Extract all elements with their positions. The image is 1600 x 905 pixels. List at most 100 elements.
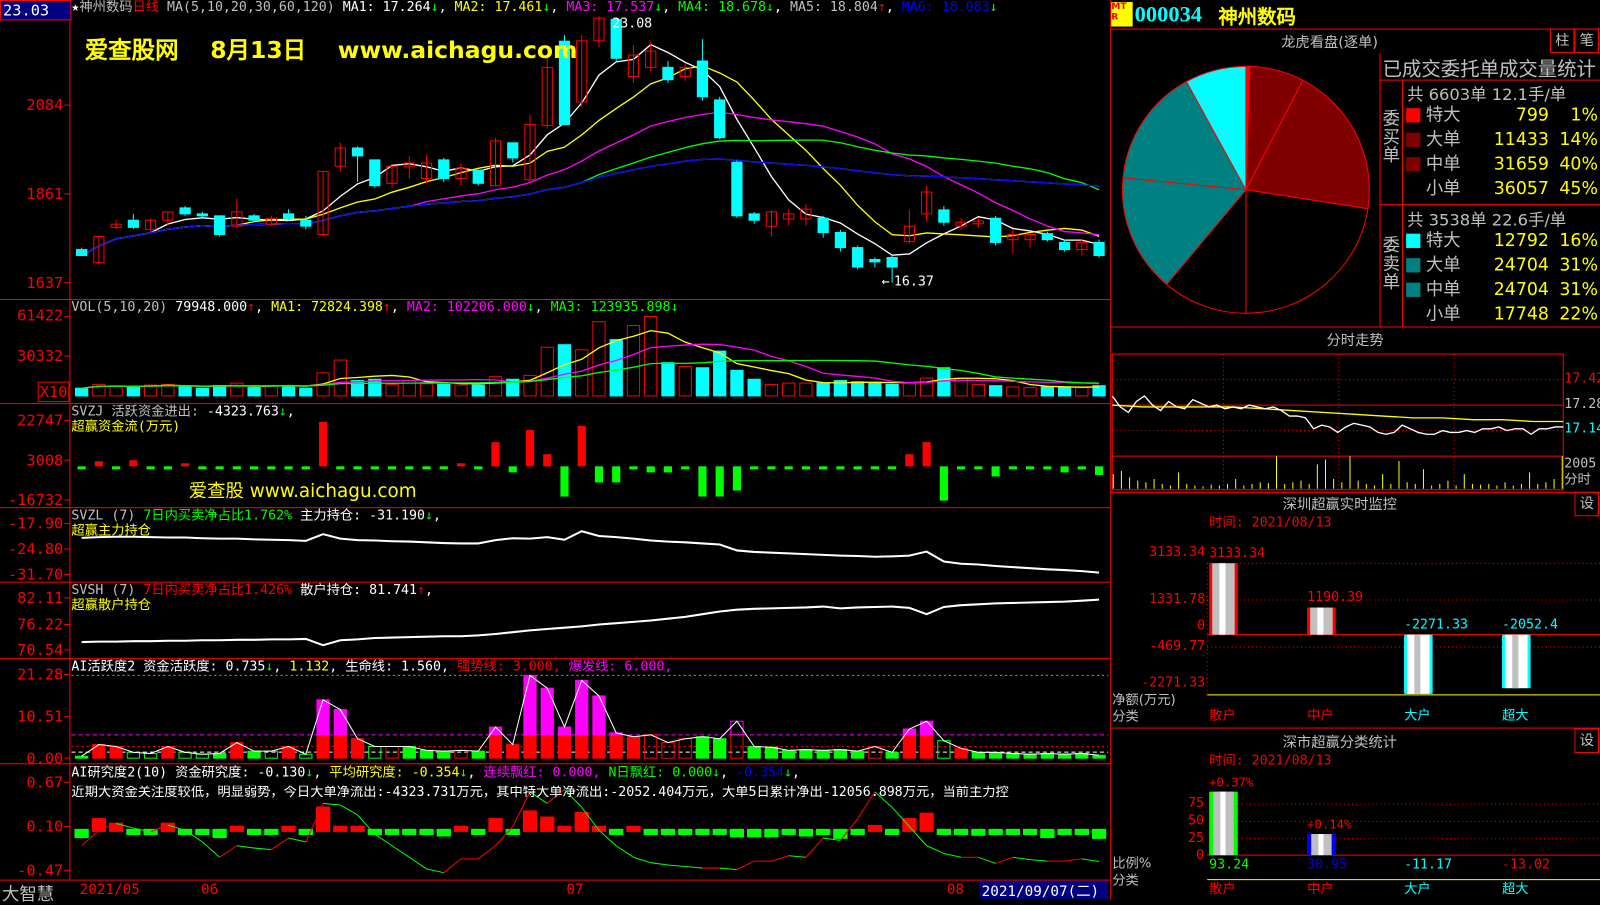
ai-research-line-seg	[202, 841, 220, 858]
pie-slice	[1165, 188, 1247, 314]
ai-research-line-seg	[357, 814, 376, 835]
ai-research-bar	[384, 828, 400, 835]
ai-active-bar	[437, 750, 451, 759]
pane-divider	[0, 298, 1111, 300]
svzj-bar	[646, 466, 655, 473]
ai-active-bar	[557, 734, 572, 759]
candle-up	[162, 211, 174, 221]
order-volume: 17748	[1493, 304, 1549, 325]
candle-down	[817, 217, 829, 234]
buy-side-label: 委买单	[1382, 109, 1400, 167]
sz-axis-label: 3133.34	[1149, 544, 1206, 561]
candle-down	[369, 159, 381, 187]
svzj-bar	[750, 466, 759, 470]
svzj-bar	[267, 466, 276, 470]
order-pct: 16%	[1559, 230, 1598, 252]
svzj-bar	[629, 466, 638, 470]
volume-bar	[678, 365, 692, 397]
ai-active-burst-bar	[592, 695, 606, 736]
intraday-title: 分时走势	[1326, 332, 1384, 349]
volume-bar	[506, 378, 520, 397]
svzj-bar	[698, 466, 707, 497]
ai-research-line-seg	[271, 837, 289, 851]
candle-down	[834, 232, 847, 249]
header-segment: 强势线: 3.000,	[456, 659, 569, 675]
ai-active-bar	[74, 755, 89, 759]
svzj-axis-label: -16732	[7, 490, 64, 510]
price-axis-label: 1637	[26, 273, 64, 292]
ai-research-line-seg	[443, 858, 462, 874]
svzj-bar	[439, 466, 448, 470]
header-segment: VOL(5,10,20)	[71, 299, 176, 316]
volume-bar	[540, 346, 554, 397]
stats-value: 93.24	[1209, 857, 1250, 873]
svzj-bar	[129, 460, 138, 467]
ai-research-bar	[557, 825, 572, 832]
ai-active-burst-bar	[316, 699, 330, 736]
candle-down	[76, 249, 88, 257]
svsh-axis-label: 76.22	[17, 615, 64, 634]
order-label: 大单	[1425, 255, 1461, 276]
ai-active-bar	[851, 750, 865, 759]
ai-active-axis-label: 10.51	[17, 707, 64, 726]
sz-stats-settings-button[interactable]: 设	[1574, 728, 1599, 754]
ai-active-bar	[523, 734, 537, 759]
svzj-bar	[146, 466, 155, 470]
sz-category-label: 大户	[1404, 708, 1431, 724]
svzj-bar	[974, 466, 983, 470]
bar-view-button[interactable]: 柱	[1549, 28, 1575, 54]
svzj-bar	[284, 466, 293, 470]
order-label: 特大	[1425, 230, 1461, 252]
header-segment: 1.132	[289, 659, 330, 675]
sz-monitor-settings-button[interactable]: 设	[1574, 491, 1599, 517]
intraday-axis-label: 17.28	[1564, 396, 1600, 413]
ai-research-line-seg	[408, 856, 427, 870]
sz-axis-label: -469.77	[1149, 638, 1206, 655]
volume-bar	[92, 383, 106, 397]
svzj-bar	[1060, 466, 1069, 473]
sz-bar-value: 1190.39	[1307, 590, 1364, 606]
ai-research-bar	[867, 824, 883, 832]
stats-category-label: 散户	[1209, 881, 1236, 897]
candle-down	[558, 40, 571, 126]
stats-value: -11.17	[1404, 857, 1452, 873]
ai-research-bar	[764, 828, 779, 838]
sz-axis-label: 1331.78	[1149, 591, 1206, 608]
svzj-bar	[405, 466, 414, 470]
candle-up	[403, 162, 415, 167]
ai-research-bar	[264, 828, 279, 835]
order-row: 大单 24704 31%	[1406, 255, 1600, 276]
volume-axis-label: 61422	[17, 306, 64, 325]
tick-view-button[interactable]: 笔	[1574, 28, 1599, 54]
ai-research-line-seg	[426, 868, 444, 874]
svzj-bar	[836, 466, 845, 470]
svzj-bar	[784, 466, 793, 470]
ai-active-bar	[937, 740, 951, 759]
sz-category-label: 散户	[1209, 708, 1236, 724]
ai-research-line-seg	[184, 829, 203, 843]
date-axis-label: 2021/05	[79, 881, 140, 898]
ai-research-bar	[850, 828, 865, 835]
volume-bar	[1006, 386, 1020, 397]
pane-divider	[0, 658, 1111, 660]
stats-value: -13.02	[1502, 857, 1550, 873]
ai-research-bar	[505, 828, 520, 835]
ai-research-line-seg	[254, 847, 272, 851]
ma-line-5	[81, 43, 1100, 257]
header-segment: ↓	[654, 0, 663, 16]
date-axis-label: 08	[946, 881, 965, 898]
candle-down	[748, 213, 760, 221]
svsh-axis-label: 70.54	[17, 640, 64, 660]
candle-up	[144, 219, 157, 230]
candle-up	[972, 220, 984, 225]
candle-down	[1093, 241, 1105, 257]
candle-up	[783, 213, 795, 220]
svzl-axis-label: -31.70	[7, 565, 64, 584]
svzl-axis-label: -24.80	[7, 539, 64, 559]
ai-research-bar	[816, 828, 831, 835]
ai-research-line-seg	[978, 856, 996, 864]
ai-research-line-seg	[995, 856, 1014, 864]
svzj-bar	[181, 463, 190, 467]
ai-research-comment: 近期大资金关注度较低，明显弱势，今日大单净流出:-4323.731万元，其中特大…	[71, 785, 1009, 800]
